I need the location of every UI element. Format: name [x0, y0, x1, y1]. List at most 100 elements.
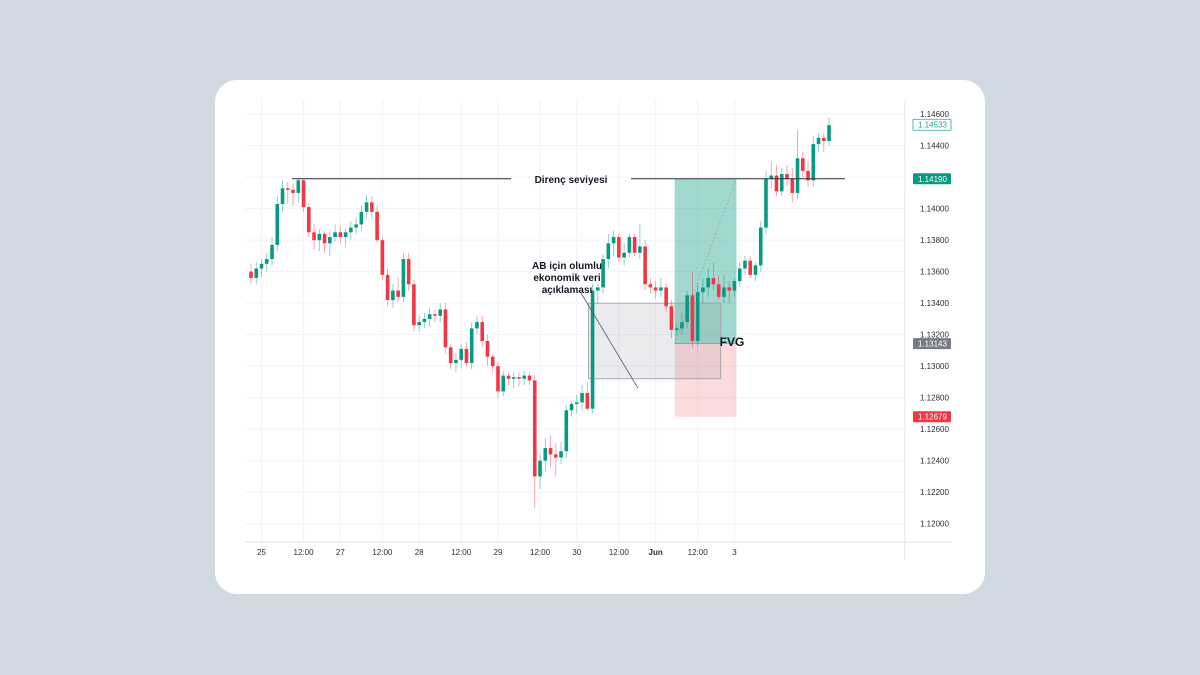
candle — [617, 233, 621, 263]
resistance-label: Direnç seviyesi — [535, 175, 608, 186]
candle — [690, 271, 695, 348]
candle — [264, 252, 269, 272]
candle — [548, 435, 553, 467]
candle — [632, 233, 637, 256]
candle-body — [385, 274, 390, 301]
candle — [343, 229, 348, 247]
x-tick-label: 3 — [732, 548, 737, 557]
candle — [685, 290, 689, 329]
candle — [448, 344, 453, 370]
news-annotation: AB için olumlu ekonomik veri açıklaması — [532, 261, 602, 296]
candle-body — [737, 268, 742, 282]
candle-body — [580, 392, 584, 403]
candle-body — [758, 227, 763, 266]
y-tick-label: 1.12800 — [920, 394, 949, 403]
candle-body — [433, 314, 437, 316]
candle-body — [795, 158, 800, 193]
candle-body — [364, 202, 369, 212]
candle-body — [806, 170, 810, 181]
candle-body — [406, 259, 411, 285]
candle-body — [543, 448, 548, 461]
candle — [317, 229, 322, 252]
candle — [569, 400, 574, 417]
candle-body — [785, 174, 789, 179]
candle — [701, 277, 705, 304]
candle — [722, 274, 726, 304]
candle — [648, 277, 653, 294]
candle — [737, 262, 742, 288]
candlestick-chart[interactable]: FVG Direnç seviyesi AB için olumlu ekonomik… — [215, 80, 985, 594]
candle — [338, 226, 343, 244]
candle — [249, 263, 253, 285]
candle — [779, 167, 784, 197]
candle-body — [322, 233, 327, 244]
candle-body — [753, 265, 758, 275]
candle-body — [427, 314, 432, 319]
candle-body — [490, 356, 495, 367]
candle-body — [790, 178, 795, 193]
candle — [606, 233, 611, 269]
candle — [406, 252, 411, 291]
candle-body — [443, 309, 448, 348]
candle — [312, 224, 316, 250]
candle-body — [559, 451, 563, 458]
candle-body — [496, 366, 500, 392]
candle — [291, 183, 295, 206]
candle — [301, 178, 306, 212]
news-annotation-line: ekonomik veri — [533, 273, 600, 284]
candle — [764, 170, 768, 234]
candle — [270, 237, 274, 266]
candle-body — [664, 287, 668, 307]
candle — [464, 342, 469, 367]
y-tick-label: 1.12200 — [920, 488, 949, 497]
candle-body — [800, 158, 805, 171]
candle-body — [622, 252, 626, 258]
candle — [391, 284, 395, 308]
candle — [296, 178, 301, 203]
candle — [674, 323, 679, 335]
candle-body — [538, 460, 542, 477]
x-tick-label: 12:00 — [530, 548, 551, 557]
candle — [695, 284, 700, 346]
candle-body — [475, 322, 479, 329]
candle — [522, 370, 527, 386]
candle — [370, 196, 374, 219]
candle-body — [569, 403, 574, 411]
candle-body — [285, 188, 290, 190]
grid — [245, 100, 905, 542]
candle — [611, 230, 616, 256]
candle — [732, 277, 737, 297]
x-tick-label: 12:00 — [451, 548, 472, 557]
y-tick-label: 1.12400 — [920, 457, 949, 466]
candle-body — [711, 277, 716, 285]
y-tick-label: 1.12600 — [920, 425, 949, 434]
candle — [538, 454, 542, 490]
price-tag-label: 1.14533 — [918, 121, 947, 130]
candle-body — [648, 284, 653, 288]
candle-body — [370, 202, 374, 212]
candle — [564, 405, 569, 458]
candle — [259, 259, 264, 277]
candle-body — [564, 410, 569, 452]
candle — [575, 394, 579, 414]
candles — [249, 117, 831, 508]
price-tag: 1.12679 — [913, 411, 951, 423]
candle-body — [438, 309, 442, 316]
risk-zone — [674, 343, 737, 417]
candle-body — [659, 287, 663, 291]
price-tag: 1.14533 — [912, 118, 952, 131]
candle — [553, 443, 558, 477]
candle — [653, 281, 658, 299]
candle-body — [585, 392, 590, 409]
candle-body — [680, 322, 684, 329]
candle — [795, 129, 800, 200]
candle — [506, 372, 511, 386]
candle-body — [590, 290, 595, 409]
candle — [659, 277, 663, 297]
candle-body — [396, 290, 400, 297]
candle — [664, 282, 668, 313]
candle-body — [553, 454, 558, 458]
candle — [758, 221, 763, 272]
candle-body — [716, 284, 721, 297]
news-pointer-line — [580, 292, 639, 389]
